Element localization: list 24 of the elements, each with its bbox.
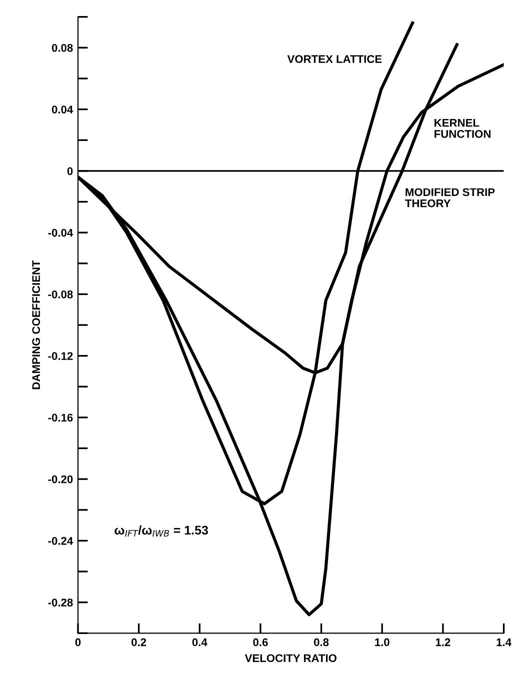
x-tick-label: 1.4: [496, 638, 512, 646]
series-label: MODIFIED STRIP THEORY: [405, 188, 495, 208]
y-tick-label: -0.20: [48, 475, 73, 484]
x-tick-label: 0: [75, 638, 81, 646]
y-tick-label: -0.28: [48, 598, 73, 606]
y-axis-title: DAMPING COEFFICIENT: [32, 260, 40, 390]
x-tick-label: 0.2: [132, 638, 146, 646]
y-tick-label: 0.08: [52, 44, 73, 52]
y-tick-label: 0: [67, 167, 73, 176]
y-tick-label: -0.04: [48, 228, 74, 237]
x-tick-label: 0.4: [192, 638, 208, 646]
x-tick-label: 0.8: [314, 638, 329, 646]
y-tick-label: -0.12: [48, 352, 73, 360]
x-axis-title: VELOCITY RATIO: [244, 654, 337, 662]
y-tick-label: -0.16: [48, 414, 73, 422]
x-tick-label: 1.2: [436, 638, 450, 646]
series-label: VORTEX LATTICE: [287, 55, 382, 63]
annotation: ω$_{IFT}$/ω$_{IWB}$ = 1.53: [114, 525, 208, 537]
y-tick-label: -0.24: [48, 536, 74, 545]
x-tick-label: 1.0: [375, 638, 390, 646]
series-label: KERNEL FUNCTION: [434, 118, 490, 138]
x-tick-label: 0.6: [253, 638, 268, 646]
y-tick-label: 0.04: [52, 106, 74, 114]
y-tick-label: -0.08: [48, 290, 73, 298]
